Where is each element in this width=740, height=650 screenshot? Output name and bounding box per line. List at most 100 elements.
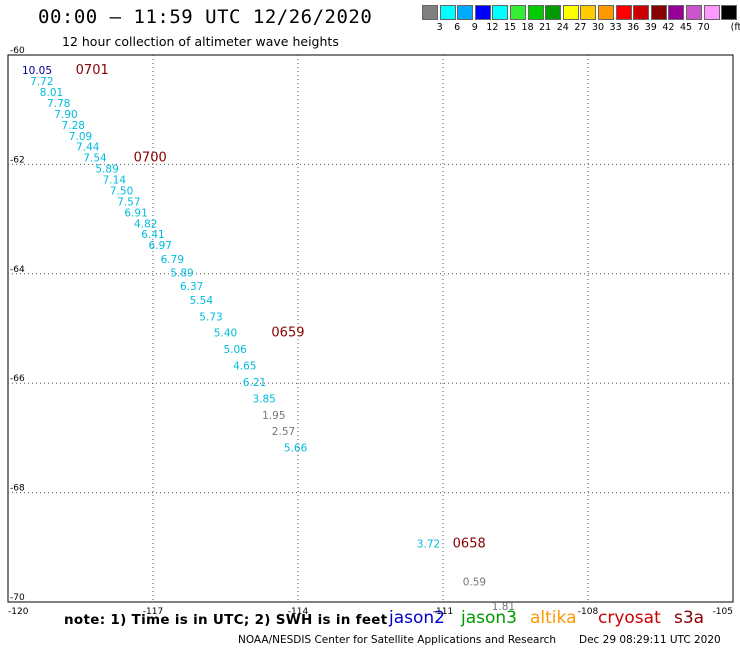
legend-label: 45 (679, 22, 693, 33)
x-tick-label: -117 (143, 607, 163, 617)
y-tick-label: -60 (10, 46, 25, 56)
legend-label: 3 (436, 22, 443, 33)
swh-value: 5.40 (214, 328, 237, 340)
satellite-cryosat: cryosat (598, 608, 661, 628)
legend-label: 39 (644, 22, 657, 33)
legend-label: 42 (662, 22, 675, 33)
time-label: 0659 (271, 326, 304, 341)
swh-value: 6.37 (180, 281, 203, 293)
legend-swatch (439, 5, 456, 20)
legend-swatch (527, 5, 544, 20)
x-tick-label: -111 (433, 607, 453, 617)
legend-swatch (721, 5, 738, 20)
y-tick-label: -62 (10, 155, 25, 165)
legend-label: 6 (454, 22, 461, 33)
swh-value: 7.90 (54, 109, 77, 121)
legend-unit: (ft) (730, 22, 740, 33)
swh-value: 6.79 (161, 254, 184, 266)
legend-label: 18 (521, 22, 534, 33)
legend-label: 33 (609, 22, 622, 33)
swh-value: 5.06 (223, 344, 247, 356)
swh-value: 0.59 (463, 577, 486, 589)
legend-swatch (615, 5, 632, 20)
y-tick-label: -66 (10, 374, 25, 384)
swh-value: 7.50 (110, 185, 133, 197)
legend-swatch (668, 5, 685, 20)
legend-swatch (703, 5, 720, 20)
time-label: 0701 (76, 63, 109, 78)
swh-value: 6.41 (141, 229, 164, 241)
legend-label: 24 (556, 22, 569, 33)
swh-value: 8.01 (40, 87, 63, 99)
swh-value: 1.95 (262, 410, 285, 422)
legend-label: 70 (697, 22, 710, 33)
y-tick-label: -64 (10, 265, 25, 275)
legend-swatch (633, 5, 650, 20)
legend-swatch (598, 5, 614, 20)
legend-label: 30 (591, 22, 605, 33)
swh-value: 7.72 (30, 76, 53, 88)
map-grid (8, 55, 733, 602)
legend-swatch (510, 5, 526, 20)
legend-swatch (650, 5, 667, 20)
swh-value: 7.09 (69, 131, 92, 143)
footer-credit: NOAA/NESDIS Center for Satellite Applica… (238, 634, 556, 646)
y-tick-label: -68 (10, 484, 25, 494)
x-tick-label: -105 (713, 607, 733, 617)
swh-value: 7.54 (83, 153, 107, 165)
legend-swatch (474, 5, 491, 20)
legend-swatch (457, 5, 474, 20)
legend-label: 21 (539, 22, 552, 33)
swh-value: 7.44 (76, 142, 100, 154)
legend-swatch (492, 5, 509, 20)
swh-value: 5.54 (190, 295, 214, 307)
satellite-altika: altika (530, 608, 577, 628)
swh-value: 5.66 (284, 443, 308, 455)
swh-value: 7.57 (117, 196, 140, 208)
swh-observations: 10.057.728.017.787.907.287.097.447.545.8… (22, 65, 515, 613)
y-tick-label: -70 (10, 593, 25, 603)
page-title: 00:00 – 11:59 UTC 12/26/2020 (38, 6, 373, 28)
page-subtitle: 12 hour collection of altimeter wave hei… (62, 34, 339, 49)
legend-swatch (562, 5, 579, 20)
swh-value: 5.89 (95, 164, 118, 176)
x-tick-label: -120 (8, 607, 29, 617)
swh-value: 6.91 (124, 207, 147, 219)
legend-swatch (686, 5, 702, 20)
swh-value: 6.97 (149, 240, 172, 252)
legend-label: 36 (627, 22, 640, 33)
legend-label: 12 (486, 22, 499, 33)
time-label: 0658 (453, 536, 486, 551)
swh-value: 7.14 (103, 175, 127, 187)
swh-value: 4.65 (233, 361, 256, 373)
footer-timestamp: Dec 29 08:29:11 UTC 2020 (579, 634, 721, 646)
map-frame (7, 54, 734, 603)
swh-value: 7.28 (62, 120, 85, 132)
map-border (7, 54, 734, 603)
legend-swatch (580, 5, 597, 20)
legend-label: 27 (574, 22, 587, 33)
satellite-jason3: jason3 (461, 608, 517, 628)
axis-tick-labels: -120 -117 -114 -111 -108 -105 -60 -62 -64 -66 -68 -… (8, 46, 733, 617)
swh-value: 3.72 (417, 538, 440, 550)
satellite-s3a: s3a (674, 608, 705, 628)
legend-label: 15 (503, 22, 517, 33)
swh-value: 5.73 (199, 311, 222, 323)
time-labels: 0701 0700 0659 0658 (76, 63, 486, 551)
satellite-jason2: jason2 (389, 608, 445, 628)
time-label: 0700 (134, 151, 167, 166)
swh-value: 4.82 (134, 218, 157, 230)
swh-value: 5.89 (170, 268, 193, 280)
swh-value: 7.78 (47, 98, 70, 110)
x-tick-label: -114 (288, 607, 309, 617)
legend-label: 9 (471, 22, 478, 33)
swh-value: 6.21 (243, 377, 266, 389)
swh-value: 2.57 (272, 426, 295, 438)
swh-value: 10.05 (22, 65, 52, 77)
legend-swatch (422, 5, 438, 20)
x-tick-label: -108 (578, 607, 599, 617)
swh-value: 3.85 (252, 393, 275, 405)
footer-note: note: 1) Time is in UTC; 2) SWH is in fe… (64, 612, 388, 628)
legend-swatch (545, 5, 562, 20)
